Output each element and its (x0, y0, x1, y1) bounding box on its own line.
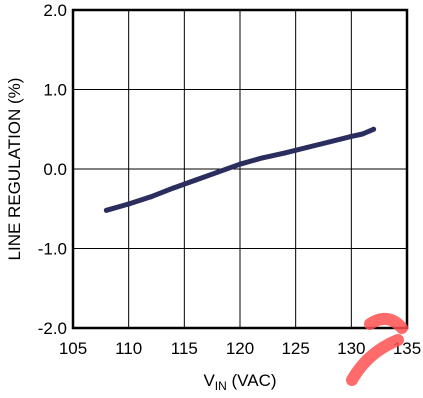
y-tick-label: 2.0 (43, 1, 67, 20)
y-axis-label: LINE REGULATION (%) (5, 78, 24, 261)
series-group (103, 126, 377, 213)
watermark-stroke-upper (364, 312, 408, 334)
y-tick-labels: 2.0 1.0 0.0 -1.0 -2.0 (38, 1, 67, 338)
series-point (348, 133, 354, 139)
x-tick-label: 105 (59, 339, 87, 358)
y-tick-label: -1.0 (38, 240, 67, 259)
series-point (170, 185, 176, 191)
series-point (237, 161, 243, 167)
series-point (148, 194, 154, 200)
watermark-logo (346, 312, 408, 386)
x-tick-label: 115 (171, 339, 198, 358)
watermark-stroke-lower (346, 334, 404, 386)
series-point (126, 201, 132, 207)
series-point (371, 126, 377, 132)
x-tick-label: 110 (115, 339, 142, 358)
x-axis-label-main: V (203, 371, 215, 390)
series-point (259, 155, 265, 161)
x-tick-labels: 105 110 115 120 125 130 135 (59, 339, 421, 358)
x-tick-label: 130 (337, 339, 365, 358)
x-tick-label: 120 (226, 339, 254, 358)
x-tick-label: 125 (281, 339, 309, 358)
x-axis-label-subscript: IN (215, 379, 227, 393)
x-axis-label-unit: (VAC) (227, 371, 277, 390)
y-tick-label: 0.0 (43, 160, 67, 179)
x-axis-label: VIN (VAC) (203, 371, 276, 393)
series-point (103, 207, 109, 213)
series-point (359, 131, 365, 137)
series-point (326, 139, 332, 145)
y-tick-label: 1.0 (43, 81, 67, 100)
series-line (103, 126, 377, 213)
series-point (304, 145, 310, 151)
y-tick-label: -2.0 (38, 319, 67, 338)
series-point (215, 169, 221, 175)
gridlines (73, 10, 407, 328)
plot-frame (71, 8, 409, 330)
series-point (192, 177, 198, 183)
series-point (282, 150, 288, 156)
